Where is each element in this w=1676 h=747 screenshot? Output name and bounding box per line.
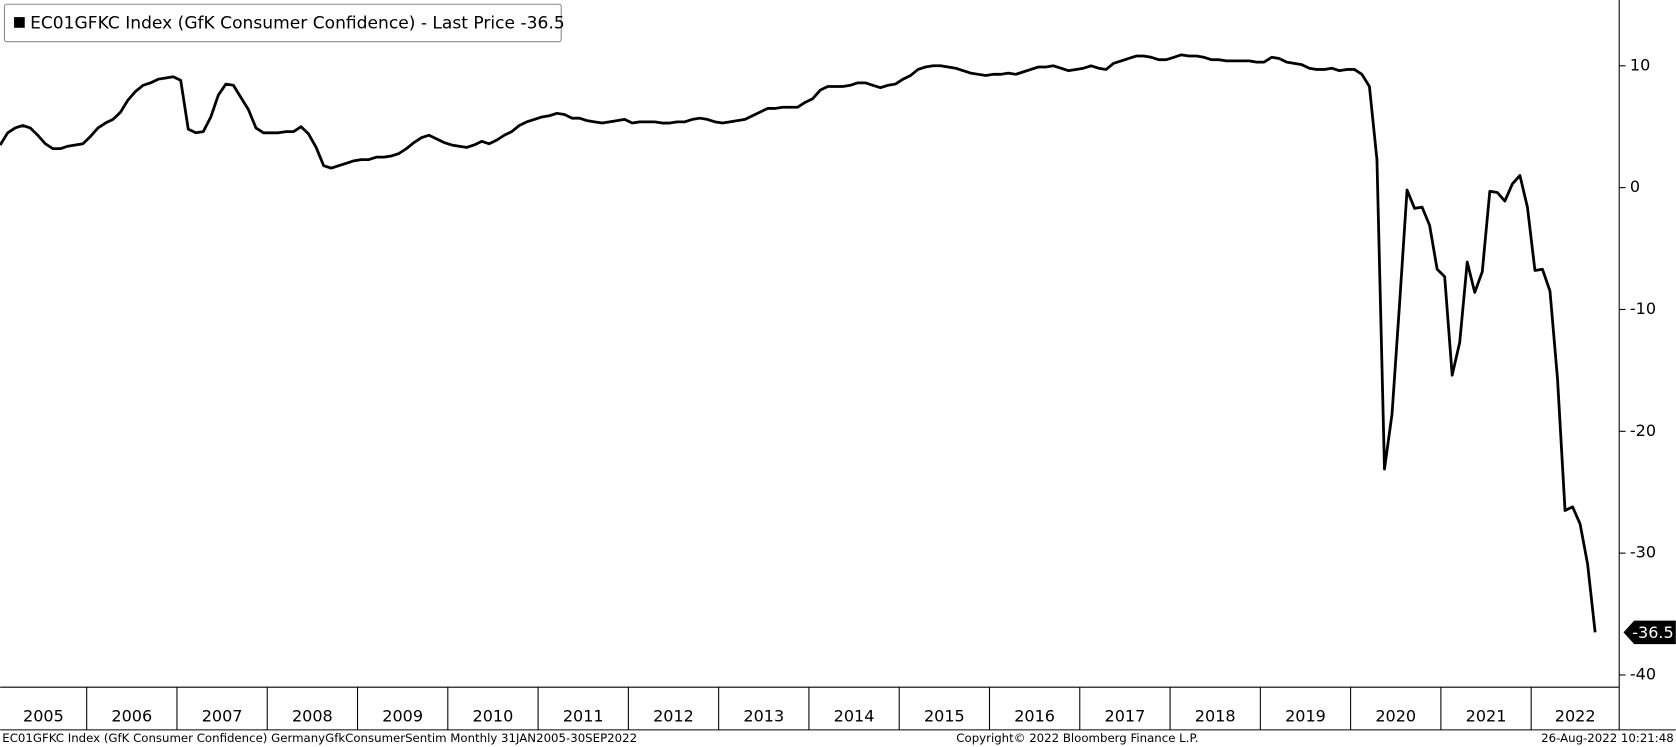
y-tick-label: -10 bbox=[1630, 299, 1656, 318]
x-tick-label: 2007 bbox=[202, 707, 243, 726]
x-tick-label: 2005 bbox=[23, 707, 64, 726]
last-value-label: -36.5 bbox=[1632, 623, 1673, 642]
legend: EC01GFKC Index (GfK Consumer Confidence)… bbox=[3, 3, 565, 43]
x-tick-label: 2006 bbox=[111, 707, 152, 726]
y-tick-label: 10 bbox=[1630, 55, 1650, 74]
legend-label: EC01GFKC Index (GfK Consumer Confidence)… bbox=[30, 14, 565, 34]
x-tick-label: 2014 bbox=[834, 707, 875, 726]
x-tick-label: 2012 bbox=[653, 707, 694, 726]
y-tick-label: 0 bbox=[1630, 177, 1640, 196]
y-tick-label: -40 bbox=[1630, 664, 1656, 683]
legend-box bbox=[3, 3, 562, 43]
x-tick-label: 2018 bbox=[1195, 707, 1236, 726]
x-tick-label: 2008 bbox=[292, 707, 333, 726]
legend-swatch bbox=[14, 17, 25, 28]
x-tick-label: 2020 bbox=[1375, 707, 1416, 726]
x-tick-label: 2009 bbox=[382, 707, 423, 726]
x-tick-label: 2016 bbox=[1014, 707, 1055, 726]
x-tick-label: 2021 bbox=[1466, 707, 1507, 726]
footnote-right: 26-Aug-2022 10:21:48 bbox=[1541, 731, 1674, 745]
footnote-left: EC01GFKC Index (GfK Consumer Confidence)… bbox=[2, 731, 637, 745]
footnote-center: Copyright© 2022 Bloomberg Finance L.P. bbox=[956, 731, 1198, 745]
y-tick-label: -30 bbox=[1630, 543, 1656, 562]
x-tick-label: 2017 bbox=[1105, 707, 1146, 726]
x-tick-label: 2022 bbox=[1555, 707, 1596, 726]
x-tick-label: 2019 bbox=[1285, 707, 1326, 726]
x-tick-label: 2013 bbox=[743, 707, 784, 726]
x-tick-label: 2010 bbox=[473, 707, 514, 726]
last-value-tag bbox=[1623, 620, 1676, 645]
y-tick-label: -20 bbox=[1630, 421, 1656, 440]
x-tick-label: 2015 bbox=[924, 707, 965, 726]
x-tick-label: 2011 bbox=[563, 707, 604, 726]
series-line bbox=[0, 53, 1597, 633]
